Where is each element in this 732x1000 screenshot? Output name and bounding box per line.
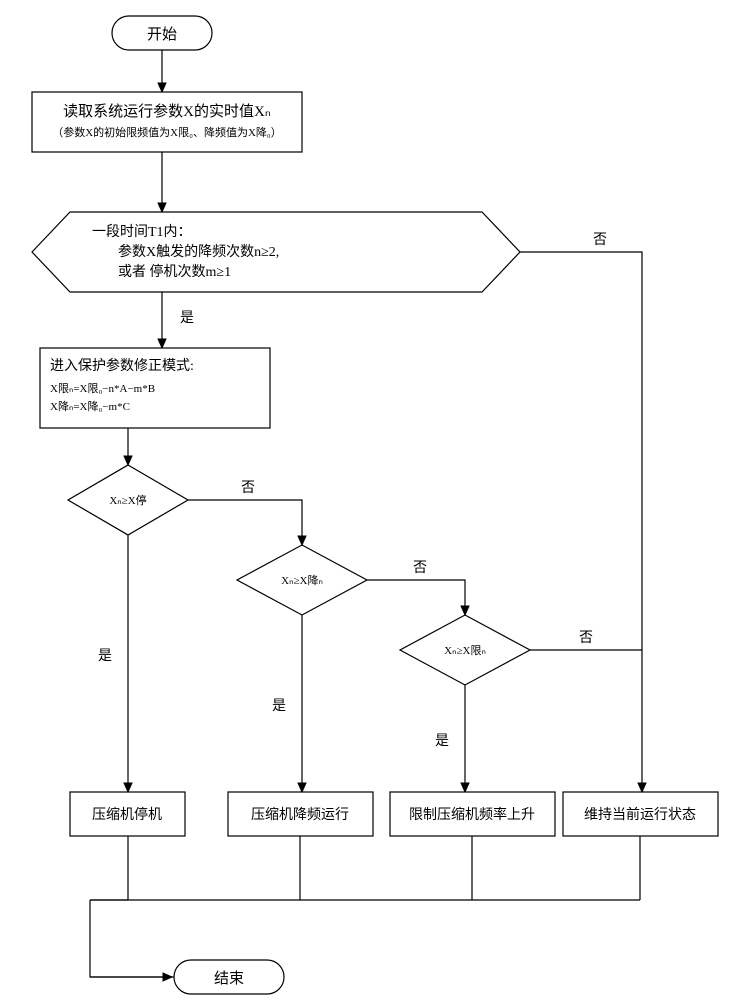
d1-line2: 参数X触发的降频次数n≥2, [118,243,279,260]
d3-yes-label: 是 [272,699,286,714]
node-a2: 压缩机降频运行 [228,792,373,836]
d2-yes-label: 是 [98,649,112,664]
d4-label: Xₙ≥X限ₙ [444,644,486,657]
d3-no-label: 否 [413,561,427,576]
mode-line3: X降ₙ=X降₀−m*C [50,399,130,413]
a4-label: 维持当前运行状态 [584,806,696,823]
read-line1: 读取系统运行参数X的实时值Xₙ [63,103,271,120]
node-start: 开始 [112,16,212,50]
edge-to-end-h [90,900,174,977]
node-a3: 限制压缩机频率上升 [390,792,555,836]
start-label: 开始 [147,26,177,43]
edge-d3-d4 [367,580,465,615]
a2-label: 压缩机降频运行 [251,807,349,823]
node-read: 读取系统运行参数X的实时值Xₙ （参数X的初始限频值为X限₀、降频值为X降₀） [32,92,302,152]
d1-yes-label: 是 [180,311,194,326]
read-line2: （参数X的初始限频值为X限₀、降频值为X降₀） [52,125,282,139]
flowchart: 开始 读取系统运行参数X的实时值Xₙ （参数X的初始限频值为X限₀、降频值为X降… [0,0,732,1000]
d3-label: Xₙ≥X降ₙ [281,573,323,587]
edge-d2-d3 [188,500,302,545]
d1-line1: 一段时间T1内： [92,224,192,240]
a3-label: 限制压缩机频率上升 [409,806,535,823]
node-d3: Xₙ≥X降ₙ [237,545,367,615]
node-a4: 维持当前运行状态 [563,792,718,836]
end-label: 结束 [214,970,244,987]
a1-label: 压缩机停机 [92,806,162,823]
d2-no-label: 否 [241,481,255,496]
mode-line1: 进入保护参数修正模式: [50,357,194,374]
edge-d1-a4 [520,252,642,792]
mode-line2: X限ₙ=X限₀−n*A−m*B [50,382,155,395]
node-d4: Xₙ≥X限ₙ [400,615,530,685]
node-d1: 一段时间T1内： 参数X触发的降频次数n≥2, 或者 停机次数m≥1 [32,212,520,292]
d1-no-label: 否 [593,233,607,248]
node-a1: 压缩机停机 [70,792,185,836]
d4-yes-label: 是 [435,734,449,749]
d1-line3: 或者 停机次数m≥1 [118,263,231,280]
node-end: 结束 [174,960,284,994]
node-mode: 进入保护参数修正模式: X限ₙ=X限₀−n*A−m*B X降ₙ=X降₀−m*C [40,348,270,428]
node-d2: Xₙ≥X停 [68,465,188,535]
d4-no-label: 否 [579,631,593,646]
d2-label: Xₙ≥X停 [109,493,146,507]
